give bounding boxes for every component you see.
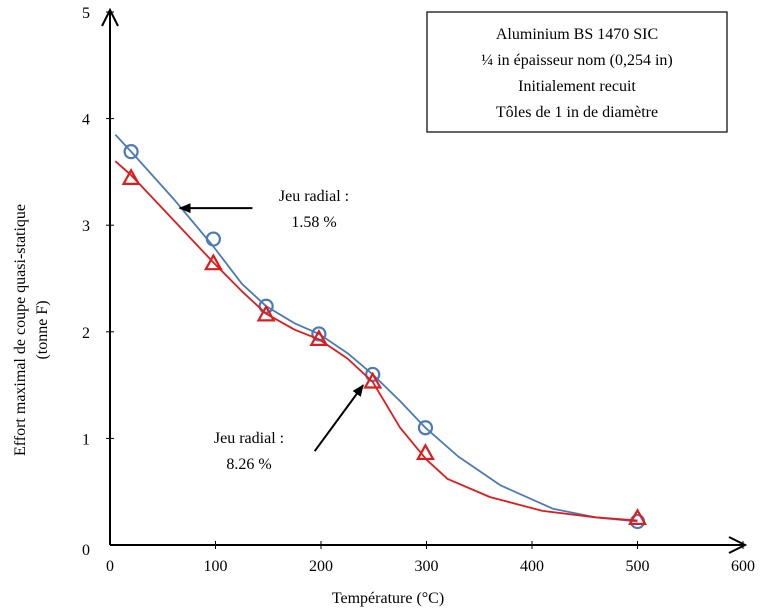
series-1-circle-marker [417,420,434,436]
y-tick-label: 4 [82,112,90,129]
series-2-triangle-marker [309,329,329,346]
y-tick-label: 3 [82,218,90,235]
y-axis-title: Effort maximal de coupe quasi-statique (… [12,204,51,456]
series-1-circle-marker [311,326,327,342]
series-1-circle-marker [123,144,139,160]
annotation-1-line-1: Jeu radial : [279,188,349,205]
annotation-layer [178,203,365,452]
y-tick-label: 0 [82,542,90,559]
annotation-1-line-2: 1.58 % [291,214,336,231]
series-2-triangle-marker [415,443,435,461]
x-tick-label: 300 [415,558,439,575]
info-box-line-2: ¼ in épaisseur nom (0,254 in) [481,52,673,69]
x-axis-arrow [728,536,748,554]
x-tick-label: 500 [626,558,650,575]
x-axis-title: Température (°C) [332,590,444,607]
series-1-circle-marker [205,231,221,247]
info-box: Aluminium BS 1470 SIC ¼ in épaisseur nom… [426,11,728,133]
y-tick-label: 2 [82,325,90,342]
y-axis-arrow [101,7,119,27]
annotation-2-line-2: 8.26 % [226,456,271,473]
y-axis-title-line-2: (tonne F) [34,300,51,359]
x-tick-label: 0 [106,558,114,575]
x-tick-label: 400 [520,558,544,575]
series-2-triangle-marker [203,253,223,271]
x-tick-label: 100 [204,558,228,575]
series-2-line [114,160,638,522]
ticks: 0 100 200 300 400 500 600 0 1 2 3 4 5 [82,5,755,575]
annotation-2-arrow [313,384,365,452]
info-box-line-1: Aluminium BS 1470 SIC [496,26,658,43]
x-tick-label: 200 [309,558,333,575]
series-2-triangle-marker [628,508,647,526]
info-box-line-4: Tôles de 1 in de diamètre [496,104,658,121]
y-axis-title-line-1: Effort maximal de coupe quasi-statique [12,204,29,456]
series-1-line [114,133,638,523]
info-box-frame [426,11,728,133]
y-tick-label: 5 [82,5,90,22]
y-tick-label: 1 [82,431,90,448]
info-box-line-3: Initialement recuit [518,78,636,95]
series-2-triangle-marker [363,371,383,389]
series-2-triangle-marker [256,304,276,322]
x-tick-label: 600 [731,558,755,575]
annotation-2-line-1: Jeu radial : [214,430,284,447]
series-layer [114,133,647,530]
series-2-triangle-marker [121,168,141,185]
